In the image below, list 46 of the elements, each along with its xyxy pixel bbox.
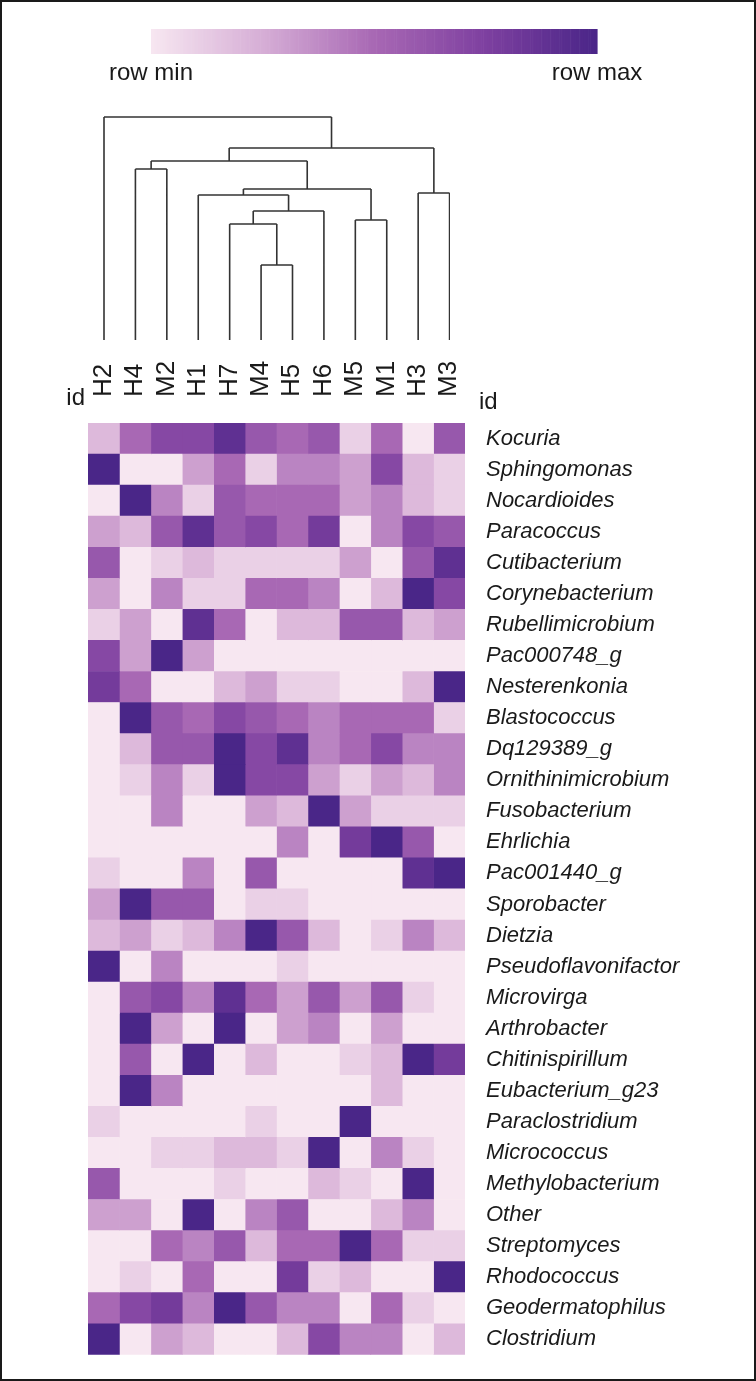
x-tick-label: H1: [181, 363, 212, 397]
y-tick-label: Fusobacterium: [486, 797, 632, 823]
y-tick-label: Kocuria: [486, 424, 561, 450]
y-tick-label: Dietzia: [486, 921, 554, 947]
y-tick-label: Nocardioides: [486, 486, 615, 512]
y-tick-label: Dq129389_g: [486, 735, 613, 761]
color-bar-label: row min: [108, 58, 194, 85]
y-tick-label: Streptomyces: [486, 1232, 621, 1258]
text: id: [479, 387, 498, 414]
y-tick-label: Arthrobacter: [484, 1014, 609, 1040]
y-tick-label: Clostridium: [486, 1325, 597, 1351]
x-tick-label: M1: [369, 360, 400, 397]
y-tick-label: Paraclostridium: [486, 1107, 638, 1133]
y-tick-label: Corynebacterium: [486, 579, 654, 605]
y-tick-label: Blastococcus: [486, 704, 616, 730]
x-tick-label: H3: [401, 363, 432, 397]
y-tick-label: Pac000748_g: [486, 642, 623, 668]
x-tick-label: H5: [275, 363, 306, 397]
y-tick-label: Chitinispirillum: [486, 1045, 628, 1071]
y-tick-label: Ehrlichia: [486, 828, 571, 854]
y-tick-label: Paracoccus: [486, 517, 601, 543]
y-tick-label: Nesterenkonia: [486, 673, 628, 699]
x-tick-label: H2: [86, 363, 117, 397]
y-tick-label: Ornithinimicrobium: [486, 766, 670, 792]
y-tick-label: Geodermatophilus: [486, 1294, 666, 1320]
y-tick-label: Microvirga: [486, 983, 588, 1009]
text: id: [66, 383, 85, 410]
x-tick-label: M5: [338, 360, 369, 397]
y-tick-label: Sphingomonas: [486, 455, 633, 481]
y-tick-label: Cutibacterium: [486, 548, 622, 574]
y-tick-label: Pseudoflavonifactor: [486, 952, 681, 978]
y-tick-label: Micrococcus: [486, 1139, 609, 1165]
y-tick-label: Eubacterium_g23: [486, 1076, 660, 1102]
x-tick-label: M4: [243, 360, 274, 397]
x-tick-label: M2: [149, 360, 180, 397]
x-tick-label: H6: [306, 363, 337, 397]
y-tick-label: Other: [486, 1201, 543, 1227]
color-bar-label: row max: [551, 58, 643, 85]
y-tick-label: Methylobacterium: [486, 1170, 660, 1196]
y-tick-label: Pac001440_g: [486, 859, 623, 885]
x-tick-label: M3: [432, 360, 463, 397]
y-tick-label: Sporobacter: [486, 890, 608, 916]
y-tick-label: Rubellimicrobium: [486, 611, 655, 637]
x-tick-label: H7: [212, 363, 243, 397]
y-tick-label: Rhodococcus: [486, 1263, 620, 1289]
x-tick-label: H4: [118, 363, 149, 397]
